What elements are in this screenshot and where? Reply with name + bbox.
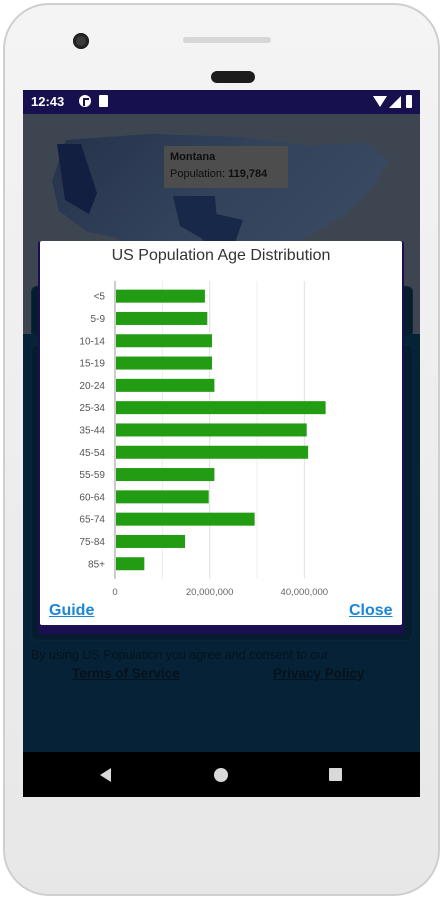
category-label: 75-84 (79, 537, 105, 548)
category-label: 25-34 (79, 403, 105, 414)
age-distribution-dialog: US Population Age Distribution <5 5-9 10-1… (40, 241, 402, 625)
consent-text: By using US Population you agree and con… (31, 648, 332, 662)
category-label: 15-19 (79, 359, 105, 370)
bar-5-9[interactable] (116, 311, 208, 325)
front-camera (73, 33, 89, 49)
top-sensor (183, 37, 271, 43)
close-button[interactable]: Close (349, 602, 393, 619)
tooltip-state-name: Montana (170, 151, 216, 163)
earpiece-speaker (211, 71, 255, 83)
bar-85+[interactable] (116, 557, 145, 571)
bar-75-84[interactable] (116, 534, 186, 548)
bar-15-19[interactable] (116, 356, 213, 370)
status-time: 12:43 (31, 94, 65, 109)
bar-65-74[interactable] (116, 512, 255, 526)
category-label: 10-14 (79, 336, 105, 347)
guide-button[interactable]: Guide (49, 602, 95, 619)
signal-icon (389, 96, 401, 108)
home-icon[interactable] (214, 768, 228, 782)
category-label: 65-74 (79, 515, 105, 526)
state-tooltip: Montana Population: 119,784 (164, 146, 288, 188)
back-icon[interactable] (100, 768, 111, 782)
bar-60-64[interactable] (116, 490, 209, 504)
category-label: <5 (94, 292, 106, 303)
tooltip-population-label: Population: (170, 168, 226, 180)
category-label: 85+ (88, 559, 105, 570)
recent-apps-icon[interactable] (329, 768, 342, 781)
screen: 12:43 Montana Population: 119,784 By usi… (23, 90, 420, 797)
sd-card-icon (99, 95, 108, 107)
navigation-bar (23, 752, 420, 797)
privacy-policy-link[interactable]: Privacy Policy (273, 666, 365, 681)
bar-20-24[interactable] (116, 378, 215, 392)
bar-<5[interactable] (116, 289, 205, 303)
tooltip-population: Population: 119,784 (170, 168, 267, 180)
category-label: 45-54 (79, 448, 105, 459)
bar-10-14[interactable] (116, 334, 213, 348)
wifi-icon (373, 96, 387, 107)
x-tick-label: 0 (112, 587, 117, 598)
category-label: 20-24 (79, 381, 105, 392)
bar-45-54[interactable] (116, 445, 309, 459)
tooltip-population-value: 119,784 (228, 168, 268, 180)
bar-25-34[interactable] (116, 401, 326, 415)
dialog-title: US Population Age Distribution (111, 247, 331, 264)
category-label: 5-9 (91, 314, 106, 325)
age-distribution-chart: <5 5-9 10-14 15-19 20-24 25-34 35-44 45-54 55-59… (79, 281, 329, 598)
category-label: 35-44 (79, 425, 105, 436)
x-tick-label: 40,000,000 (281, 587, 329, 598)
sync-icon (79, 95, 91, 107)
category-label: 55-59 (79, 470, 105, 481)
terms-of-service-link[interactable]: Terms of Service (72, 666, 180, 681)
bar-55-59[interactable] (116, 468, 215, 482)
x-tick-label: 20,000,000 (186, 587, 234, 598)
battery-icon (406, 95, 412, 108)
bar-35-44[interactable] (116, 423, 307, 437)
category-label: 60-64 (79, 492, 105, 503)
status-bar: 12:43 (23, 90, 420, 114)
